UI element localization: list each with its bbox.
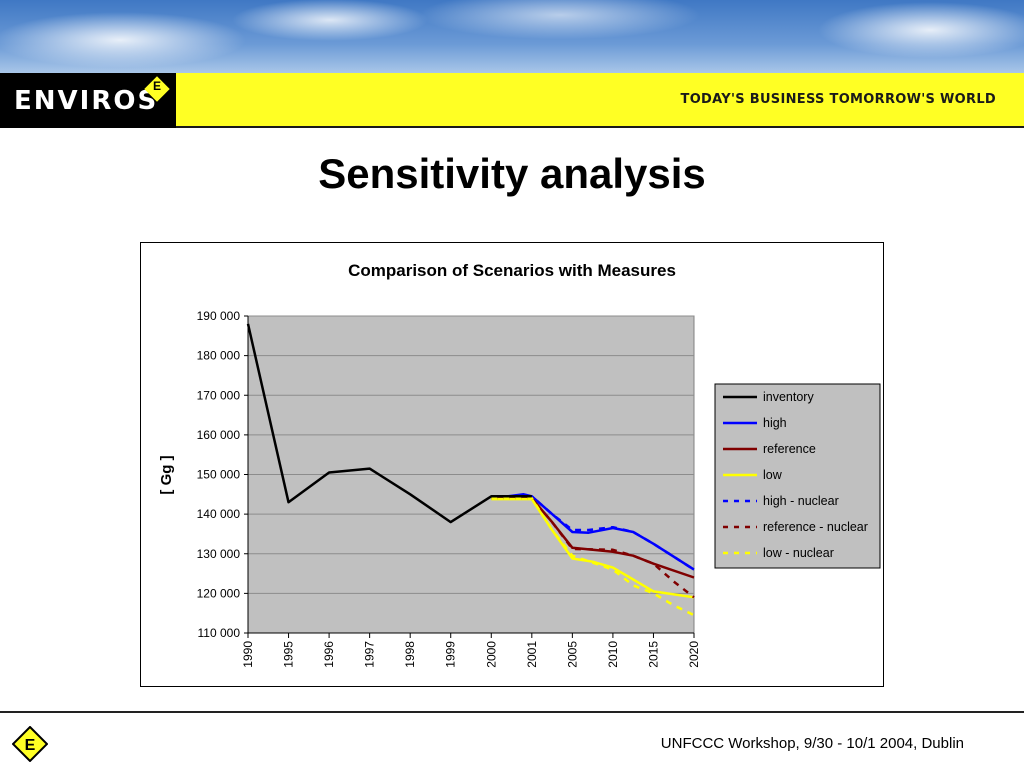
- chart-title: Comparison of Scenarios with Measures: [348, 261, 676, 280]
- logo-badge: E: [152, 79, 161, 93]
- line-chart: Comparison of Scenarios with Measures 11…: [158, 261, 881, 668]
- series-line-high-nuclear: [491, 495, 695, 571]
- logo-background: [0, 73, 176, 128]
- x-tick-label: 2005: [565, 641, 579, 668]
- legend-label: high: [763, 416, 787, 430]
- legend-label: inventory: [763, 390, 814, 404]
- y-tick-label: 150 000: [197, 468, 241, 482]
- x-tick-label: 2015: [646, 641, 660, 668]
- y-tick-label: 190 000: [197, 309, 241, 323]
- y-tick-label: 160 000: [197, 428, 241, 442]
- x-tick-label: 2010: [606, 641, 620, 668]
- legend-label: reference - nuclear: [763, 520, 868, 534]
- x-tick-label: 1995: [282, 641, 296, 668]
- footer-logo-icon: E: [12, 726, 48, 762]
- legend-label: high - nuclear: [763, 494, 839, 508]
- series-line-inventory: [246, 323, 532, 524]
- logo-wordmark: ENVIROS: [14, 86, 159, 116]
- header-tagline: TODAY'S BUSINESS TOMORROW'S WORLD: [680, 92, 996, 107]
- x-tick-label: 1990: [241, 641, 255, 668]
- y-tick-label: 170 000: [197, 388, 241, 402]
- footer-logo-badge: E: [25, 737, 36, 754]
- y-tick-label: 180 000: [197, 349, 241, 363]
- chart-frame: Comparison of Scenarios with Measures 11…: [140, 242, 884, 687]
- y-tick-label: 110 000: [198, 626, 241, 640]
- x-tick-label: 1997: [363, 641, 377, 668]
- footer-caption: UNFCCC Workshop, 9/30 - 10/1 2004, Dubli…: [660, 735, 964, 752]
- x-tick-label: 1998: [403, 641, 417, 668]
- y-tick-label: 130 000: [197, 547, 241, 561]
- series-line-reference-nuclear: [491, 497, 695, 599]
- x-tick-label: 1999: [444, 641, 458, 668]
- footer-divider: [0, 711, 1024, 713]
- y-tick-label: 140 000: [197, 507, 241, 521]
- series-line-low-nuclear: [491, 497, 695, 617]
- y-axis-label: [ Gg ]: [158, 455, 175, 494]
- x-tick-label: 2020: [687, 641, 701, 668]
- legend-label: low - nuclear: [763, 546, 834, 560]
- series-line-high: [491, 493, 695, 571]
- header-sky-banner: [0, 0, 1024, 73]
- x-tick-label: 1996: [322, 641, 336, 668]
- page-title: Sensitivity analysis: [318, 150, 706, 197]
- x-tick-label: 2001: [525, 641, 539, 668]
- legend-label: reference: [763, 442, 816, 456]
- legend-label: low: [763, 468, 783, 482]
- y-tick-label: 120 000: [197, 586, 241, 600]
- x-tick-label: 2000: [484, 641, 498, 668]
